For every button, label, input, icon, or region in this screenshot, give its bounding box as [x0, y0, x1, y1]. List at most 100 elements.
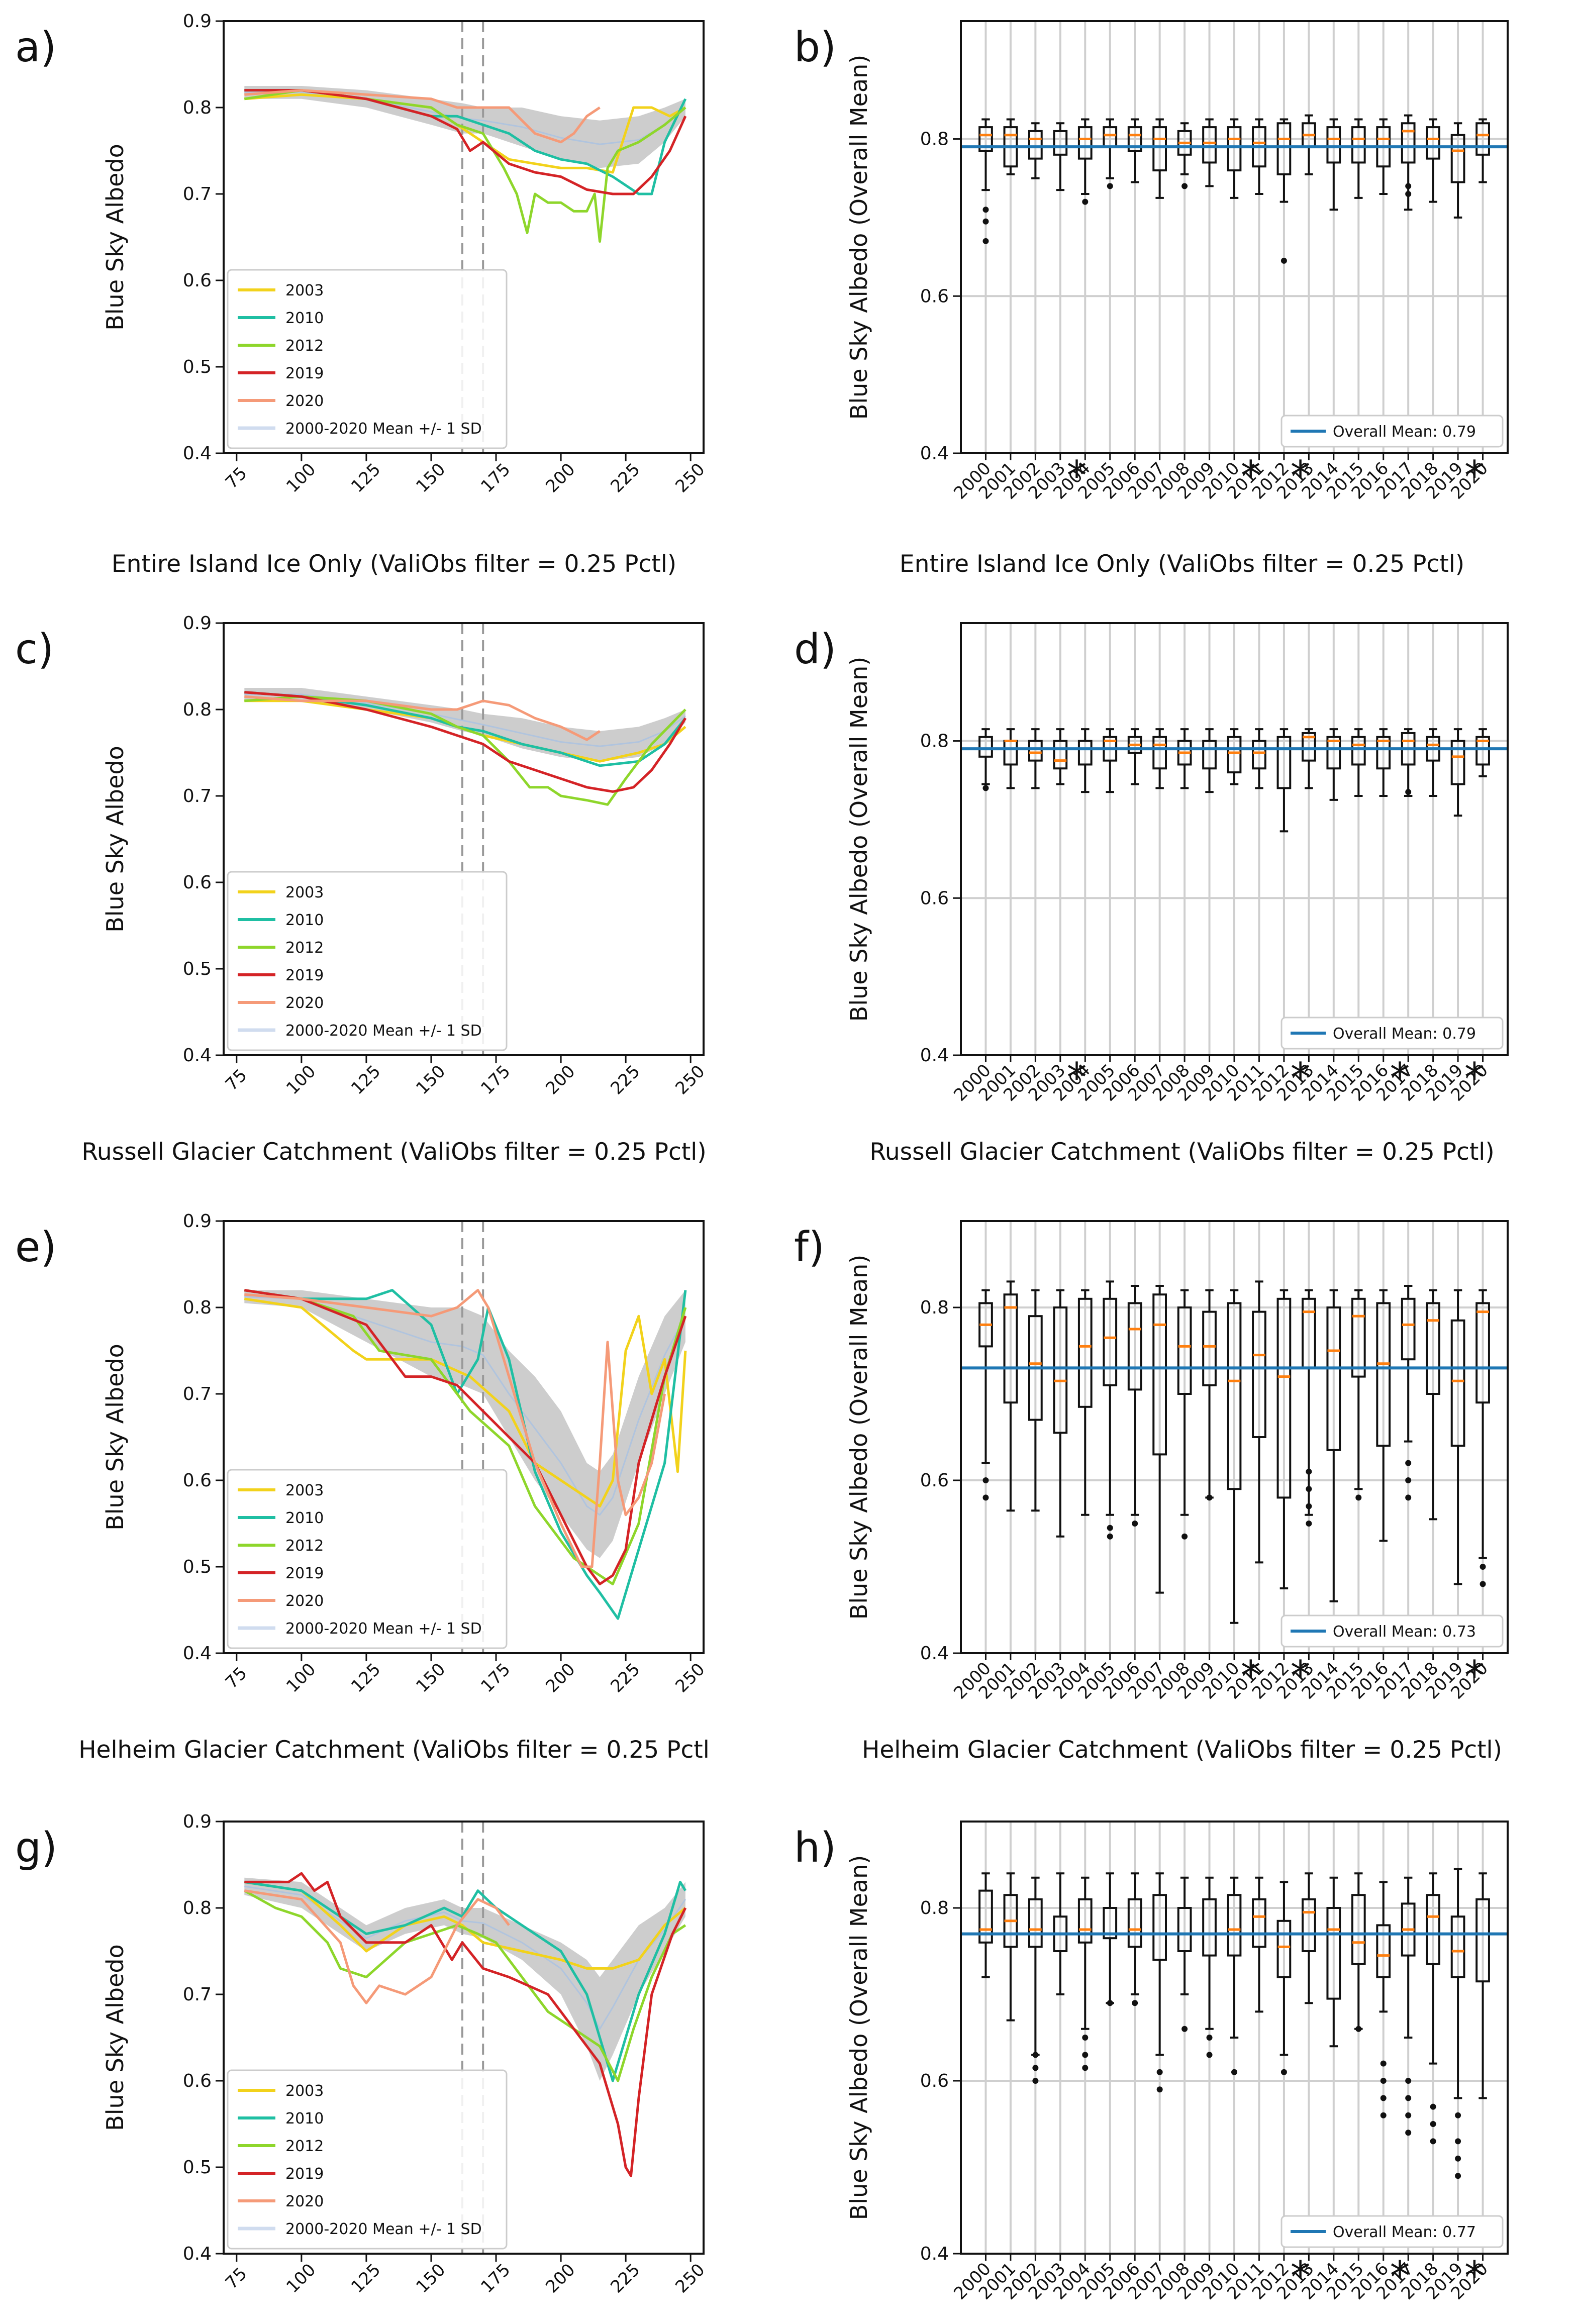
panel-h-flier-2018-2 [1430, 2103, 1436, 2110]
panel-c-frame [223, 622, 705, 1056]
panel-c-xtick-label-100: 100 [282, 1061, 320, 1098]
panel-f-legend-box [1280, 1614, 1504, 1648]
panel-a-series-2012 [244, 89, 686, 243]
panel-g-series-2003 [244, 1880, 686, 1970]
panel-d-box-2010 [1227, 736, 1242, 774]
panel-e-legend-label-3: 2019 [285, 1565, 324, 1582]
panel-d-flier-2000-0 [982, 785, 989, 791]
panel-f-flier-2015-0 [1355, 1494, 1362, 1501]
panel-g-ytick-label-0.4: 0.4 [183, 2244, 212, 2264]
panel-g-series-2010 [244, 1880, 687, 2082]
panel-a-legend-label-5: 2000-2020 Mean +/- 1 SD [285, 420, 482, 438]
panel-a-xtick-label-125: 125 [347, 459, 384, 496]
panel-e-ytick-label-0.6: 0.6 [183, 1470, 212, 1491]
panel-g-ytick-label-0.8: 0.8 [183, 1898, 212, 1918]
panel-d-flier-2017-0 [1405, 789, 1412, 795]
panel-f-star-2010: * [1241, 1652, 1261, 1699]
panel-c-legend-label-4: 2020 [285, 994, 324, 1012]
panel-a-legend-label-2: 2012 [285, 337, 324, 355]
panel-e-series-2020 [244, 1289, 666, 1568]
caption-c: Russell Glacier Catchment (ValiObs filte… [81, 1138, 707, 1166]
panel-d-star-2012: * [1291, 1054, 1311, 1101]
panel-h-box-2020 [1475, 1898, 1490, 1983]
panel-f-flier-2017-0 [1405, 1494, 1412, 1501]
caption-d: Russell Glacier Catchment (ValiObs filte… [869, 1138, 1495, 1166]
panel-e-legend-label-4: 2020 [285, 1592, 324, 1610]
caption-e: Helheim Glacier Catchment (ValiObs filte… [78, 1736, 710, 1764]
panel-b-flier-2000-1 [982, 218, 989, 225]
panel-h-flier-2004-2 [1082, 2035, 1089, 2041]
panel-h-flier-2016-1 [1380, 2095, 1387, 2101]
panel-a-xtick-label-100: 100 [282, 459, 320, 496]
panel-a-ytick-label-0.7: 0.7 [183, 184, 212, 205]
panel-c-legend-label-5: 2000-2020 Mean +/- 1 SD [285, 1022, 482, 1040]
panel-g-xtick-label-75: 75 [222, 2264, 251, 2293]
panel-a-legend-box [227, 269, 508, 449]
panel-d-ytick-label-0.6: 0.6 [920, 888, 949, 908]
panel-h-legend-label: Overall Mean: 0.77 [1333, 2224, 1476, 2241]
panel-g-ytick-label-0.5: 0.5 [183, 2157, 212, 2178]
panel-g-xtick-label-250: 250 [671, 2260, 709, 2297]
panel-h-box-2014 [1326, 1907, 1341, 2000]
panel-f-box-2001 [1003, 1293, 1018, 1404]
panel-d-legend-box [1280, 1017, 1504, 1050]
panel-c-xtick-label-125: 125 [347, 1061, 384, 1098]
panel-c-series-2019 [244, 691, 687, 793]
panel-h-flier-2007-0 [1156, 2086, 1163, 2093]
panel-h-star-2019: * [1464, 2253, 1485, 2299]
panel-h-box-2009 [1202, 1898, 1217, 1957]
panel-h-box-2015 [1351, 1894, 1366, 1965]
panel-h-flier-2007-1 [1156, 2069, 1163, 2075]
panel-a-ytick-label-0.4: 0.4 [183, 443, 212, 464]
panel-g-series-2012 [244, 1889, 686, 2082]
panel-c-legend-box [227, 871, 508, 1051]
panel-a-ytick-label-0.6: 0.6 [183, 270, 212, 291]
panel-a-ytick-label-0.8: 0.8 [183, 97, 212, 118]
panel-h-flier-2017-1 [1405, 2112, 1412, 2118]
panel-h-box-2010 [1227, 1894, 1242, 1957]
panel-e-series-2003 [244, 1297, 687, 1508]
panel-h-flier-2009-0 [1206, 2052, 1213, 2058]
panel-h-ytick-label-0.8: 0.8 [920, 1898, 949, 1918]
panel-f-flier-2006-0 [1132, 1521, 1138, 1527]
panel-e-legend-label-2: 2012 [285, 1537, 324, 1555]
panel-h-flier-2015-0 [1355, 2026, 1362, 2032]
panel-f-box-2004 [1077, 1297, 1093, 1408]
panel-b-box-2017 [1401, 122, 1416, 164]
panel-g-legend-label-5: 2000-2020 Mean +/- 1 SD [285, 2220, 482, 2238]
panel-f-box-2014 [1326, 1306, 1341, 1451]
panel-f-flier-2013-1 [1306, 1503, 1312, 1509]
panel-h-label: h) [794, 1824, 836, 1872]
panel-e-label: e) [15, 1224, 56, 1271]
panel-f-flier-2013-3 [1306, 1468, 1312, 1475]
panel-g-legend-label-3: 2019 [285, 2165, 324, 2183]
panel-d-box-2007 [1152, 736, 1167, 770]
panel-f-flier-2020-1 [1480, 1564, 1486, 1570]
panel-h-flier-2006-0 [1132, 2000, 1138, 2006]
panel-a-ylabel: Blue Sky Albedo [102, 144, 129, 331]
panel-b-flier-2012-0 [1280, 257, 1287, 264]
panel-h-flier-2017-0 [1405, 2130, 1412, 2136]
panel-f-box-2008 [1177, 1306, 1192, 1395]
panel-h-box-2004 [1077, 1898, 1093, 1944]
panel-d-box-2011 [1252, 740, 1266, 770]
panel-c-legend-label-1: 2010 [285, 912, 324, 929]
panel-b-label: b) [794, 24, 836, 71]
panel-c-ylabel: Blue Sky Albedo [102, 746, 129, 933]
panel-b-box-2020 [1475, 122, 1490, 156]
panel-a-legend-label-0: 2003 [285, 282, 324, 299]
panel-e-legend-label-0: 2003 [285, 1482, 324, 1499]
panel-g-series-2020 [244, 1889, 510, 2004]
panel-h-flier-2008-0 [1181, 2026, 1188, 2032]
panel-a-ytick-label-0.9: 0.9 [183, 11, 212, 32]
panel-b-legend-box [1280, 415, 1504, 448]
panel-e-mean-line [244, 1296, 686, 1516]
panel-h-box-2006 [1127, 1898, 1142, 1948]
panel-g-series-2019 [244, 1872, 687, 2177]
panel-c-legend-label-0: 2003 [285, 884, 324, 901]
panel-h-flier-2005-0 [1107, 2000, 1113, 2006]
panel-g-ylabel: Blue Sky Albedo [102, 1944, 129, 2131]
panel-f-box-2006 [1127, 1302, 1142, 1391]
panel-b-box-2006 [1127, 126, 1142, 152]
